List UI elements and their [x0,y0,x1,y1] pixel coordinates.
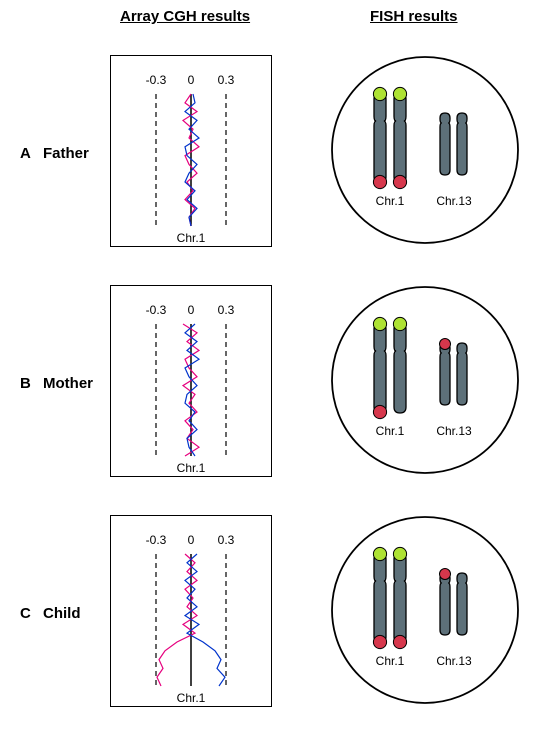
row-a-label: A Father [20,145,89,162]
cgh-panel-child: -0.3 0 0.3 Chr.1 [110,515,272,707]
svg-text:Chr.1: Chr.1 [177,691,206,705]
svg-text:Chr.1: Chr.1 [376,654,405,668]
svg-text:Chr.1: Chr.1 [177,231,206,245]
svg-text:0: 0 [188,73,195,87]
svg-text:Chr.1: Chr.1 [376,424,405,438]
cgh-svg-father: -0.3 0 0.3 Chr.1 [111,56,271,246]
fish-panel-mother: Chr.1 Chr.13 [330,285,520,475]
panel-letter-b: B [20,375,31,392]
svg-text:0: 0 [188,533,195,547]
svg-text:-0.3: -0.3 [146,533,167,547]
svg-text:Chr.13: Chr.13 [436,654,472,668]
panel-subject-b: Mother [43,375,93,392]
svg-text:Chr.1: Chr.1 [376,194,405,208]
svg-text:Chr.1: Chr.1 [177,461,206,475]
fish-panel-child: Chr.1 Chr.13 [330,515,520,705]
cgh-panel-father: -0.3 0 0.3 Chr.1 [110,55,272,247]
panel-letter-a: A [20,145,31,162]
svg-text:0.3: 0.3 [218,303,235,317]
panel-letter-c: C [20,605,31,622]
svg-text:0.3: 0.3 [218,73,235,87]
row-c-label: C Child [20,605,81,622]
fish-svg-mother: Chr.1 Chr.13 [330,285,520,475]
cgh-panel-mother: -0.3 0 0.3 Chr.1 [110,285,272,477]
cgh-svg-child: -0.3 0 0.3 Chr.1 [111,516,271,706]
panel-subject-a: Father [43,145,89,162]
svg-text:0.3: 0.3 [218,533,235,547]
svg-text:-0.3: -0.3 [146,73,167,87]
svg-text:Chr.13: Chr.13 [436,424,472,438]
fish-panel-father: Chr.1 Chr.13 [330,55,520,245]
cgh-column-header: Array CGH results [120,8,250,25]
svg-text:0: 0 [188,303,195,317]
fish-svg-child: Chr.1 Chr.13 [330,515,520,705]
panel-subject-c: Child [43,605,81,622]
cgh-svg-mother: -0.3 0 0.3 Chr.1 [111,286,271,476]
svg-text:Chr.13: Chr.13 [436,194,472,208]
svg-text:-0.3: -0.3 [146,303,167,317]
fish-column-header: FISH results [370,8,458,25]
row-b-label: B Mother [20,375,93,392]
fish-svg-father: Chr.1 Chr.13 [330,55,520,245]
